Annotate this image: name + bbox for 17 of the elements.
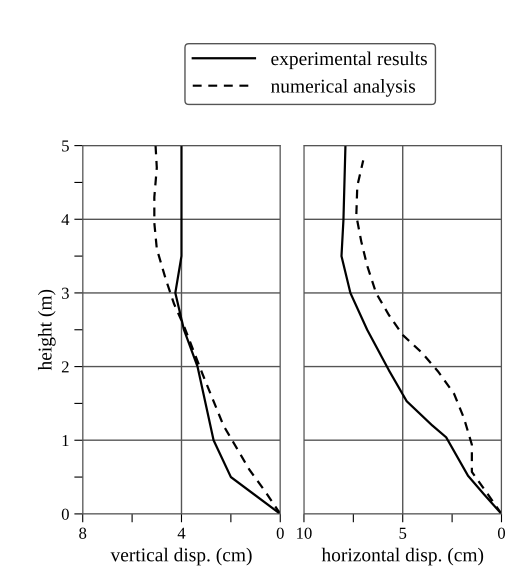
y-axis-title: height (m) [38, 290, 56, 370]
legend-label: numerical analysis [270, 79, 416, 97]
y-tick-label: 1 [62, 435, 69, 446]
y-tick-label: 3 [62, 288, 69, 299]
x-tick-label: 0 [498, 528, 506, 539]
y-tick-label: 0 [62, 508, 69, 520]
x-tick-label: 5 [400, 528, 406, 539]
y-tick-label: 5 [62, 140, 69, 152]
x-axis-title: vertical disp. (cm) [110, 548, 252, 566]
y-tick-label: 4 [62, 214, 70, 226]
y-tick-label: 2 [62, 361, 69, 372]
x-tick-label: 10 [297, 528, 312, 539]
x-tick-label: 0 [276, 528, 284, 539]
x-axis-title: horizontal disp. (cm) [322, 548, 484, 566]
legend-label: experimental results [271, 52, 427, 70]
x-tick-label: 8 [79, 528, 86, 539]
x-tick-label: 4 [178, 528, 186, 539]
